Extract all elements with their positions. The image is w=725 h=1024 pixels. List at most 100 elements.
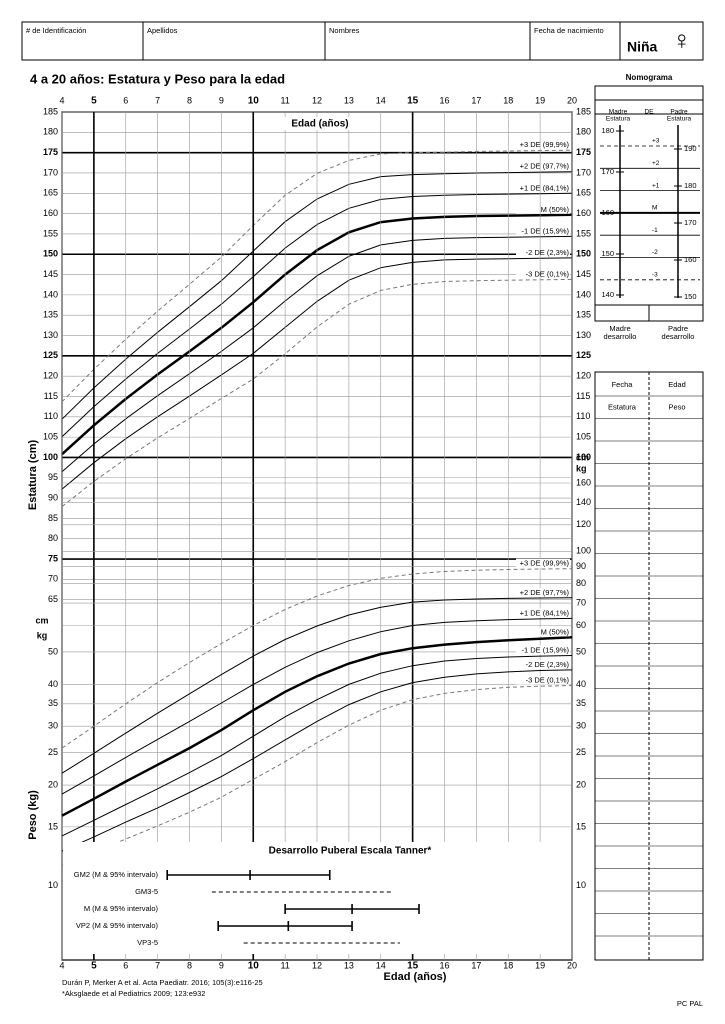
y-tick-label: 65: [48, 594, 58, 604]
y-tick-label-right: 150: [576, 249, 591, 259]
growth-curve: [61, 568, 573, 749]
y-tick-label-right: 160: [576, 208, 591, 218]
growth-curve: [61, 685, 573, 866]
y-tick-label-right: 165: [576, 188, 591, 198]
curve-label: +1 DE (84,1%): [520, 183, 570, 192]
x-tick-label: 10: [248, 96, 260, 107]
curve-label: -2 DE (2,3%): [526, 660, 570, 669]
tanner-row-label: GM2 (M & 95% intervalo): [74, 870, 159, 879]
y-tick-label: 40: [48, 679, 58, 689]
y-tick-label: 50: [48, 646, 58, 656]
header-field-label: Nombres: [329, 26, 360, 35]
y-tick-label-right: 140: [576, 497, 591, 507]
y-tick-label-right: 135: [576, 310, 591, 320]
father-tick-label: 190: [684, 144, 697, 153]
tanner-row-label: VP3-5: [137, 938, 158, 947]
x-tick-label: 6: [123, 960, 128, 970]
y-tick-label-right: 120: [576, 519, 591, 529]
x-tick-label: 19: [535, 95, 545, 105]
y-tick-label: 150: [43, 249, 58, 259]
reference: Durán P, Merker A et al. Acta Paediatr. …: [62, 978, 263, 987]
curve-label-bg: [516, 675, 570, 685]
sex-label: Niña: [627, 39, 658, 55]
nomogram-box: [594, 304, 650, 322]
unit-label: kg: [37, 630, 48, 640]
nomogram-dev: Madre: [609, 324, 630, 333]
nomogram-header: Estatura: [667, 116, 692, 123]
y-tick-label-right: 160: [576, 477, 591, 487]
de-label: M: [652, 205, 657, 212]
y-tick-label-right: 140: [576, 289, 591, 299]
curve-label: M (50%): [541, 205, 570, 214]
y-tick-label: 75: [48, 553, 58, 563]
x-tick-label: 12: [312, 960, 322, 970]
y-tick-label: 20: [48, 779, 58, 789]
mother-tick-label: 150: [601, 249, 614, 258]
y-tick-label-right: 130: [576, 330, 591, 340]
curve-label-bg: [516, 608, 570, 618]
curve-label-bg: [516, 226, 570, 236]
growth-curve: [61, 597, 573, 774]
nomogram-box: [594, 85, 704, 101]
x-tick-label: 5: [91, 96, 97, 107]
x-tick-label: 8: [187, 960, 192, 970]
y-tick-label-right: 60: [576, 620, 586, 630]
x-tick-label: 20: [567, 95, 577, 105]
axis-label-bg: [280, 117, 360, 130]
x-axis-label: Edad (años): [291, 119, 348, 130]
y-tick-label-right: 175: [576, 147, 591, 157]
y-tick-label-right: 180: [576, 127, 591, 137]
x-tick-label: 4: [59, 960, 64, 970]
de-label: +2: [652, 160, 660, 167]
father-tick-label: 170: [684, 218, 697, 227]
y-tick-label: 95: [48, 472, 58, 482]
growth-curve: [61, 278, 573, 507]
x-tick-label: 12: [312, 95, 322, 105]
header-box: [21, 21, 704, 61]
curve-label-bg: [516, 204, 570, 214]
mother-tick-label: 180: [601, 126, 614, 135]
y-tick-label-right: 90: [576, 561, 586, 571]
page-title: 4 a 20 años: Estatura y Peso para la eda…: [30, 71, 285, 86]
x-tick-label: 17: [471, 960, 481, 970]
y-tick-label: 170: [43, 167, 58, 177]
y-axis-label: Peso (kg): [27, 790, 39, 840]
x-tick-label: 16: [439, 960, 449, 970]
x-tick-label: 15: [407, 96, 419, 107]
x-tick-label: 4: [59, 95, 64, 105]
nomogram-header: Estatura: [606, 116, 631, 123]
y-tick-label: 10: [48, 880, 58, 890]
y-tick-label: 185: [43, 106, 58, 116]
y-tick-label-right: 170: [576, 167, 591, 177]
curve-label-bg: [516, 269, 570, 279]
y-tick-label: 85: [48, 513, 58, 523]
curve-label-bg: [516, 645, 570, 655]
mother-tick-label: 170: [601, 167, 614, 176]
unit-label-right: cm: [576, 452, 589, 462]
header-field-label: Fecha de nacimiento: [534, 26, 604, 35]
curve-label: -1 DE (15,9%): [521, 226, 569, 235]
de-label: -1: [652, 227, 658, 234]
y-tick-label-right: 120: [576, 371, 591, 381]
curve-label-bg: [516, 558, 570, 568]
curve-label: +2 DE (97,7%): [520, 588, 570, 597]
y-tick-label-right: 25: [576, 747, 586, 757]
header-field-label: Apellidos: [147, 26, 178, 35]
x-tick-label: 17: [471, 95, 481, 105]
y-tick-label-right: 100: [576, 452, 591, 462]
y-tick-label: 105: [43, 431, 58, 441]
y-tick-label-right: 35: [576, 698, 586, 708]
y-tick-label-right: 20: [576, 779, 586, 789]
tanner-row-label: M (M & 95% intervalo): [84, 904, 159, 913]
y-tick-label-right: 155: [576, 228, 591, 238]
x-tick-label: 18: [503, 960, 513, 970]
curve-label: +3 DE (99,9%): [520, 140, 570, 149]
y-tick-label-right: 105: [576, 431, 591, 441]
x-tick-label: 8: [187, 95, 192, 105]
record-header: Fecha: [612, 380, 634, 389]
curve-label: +2 DE (97,7%): [520, 162, 570, 171]
y-tick-label-right: 70: [576, 597, 586, 607]
y-tick-label-right: 80: [576, 578, 586, 588]
